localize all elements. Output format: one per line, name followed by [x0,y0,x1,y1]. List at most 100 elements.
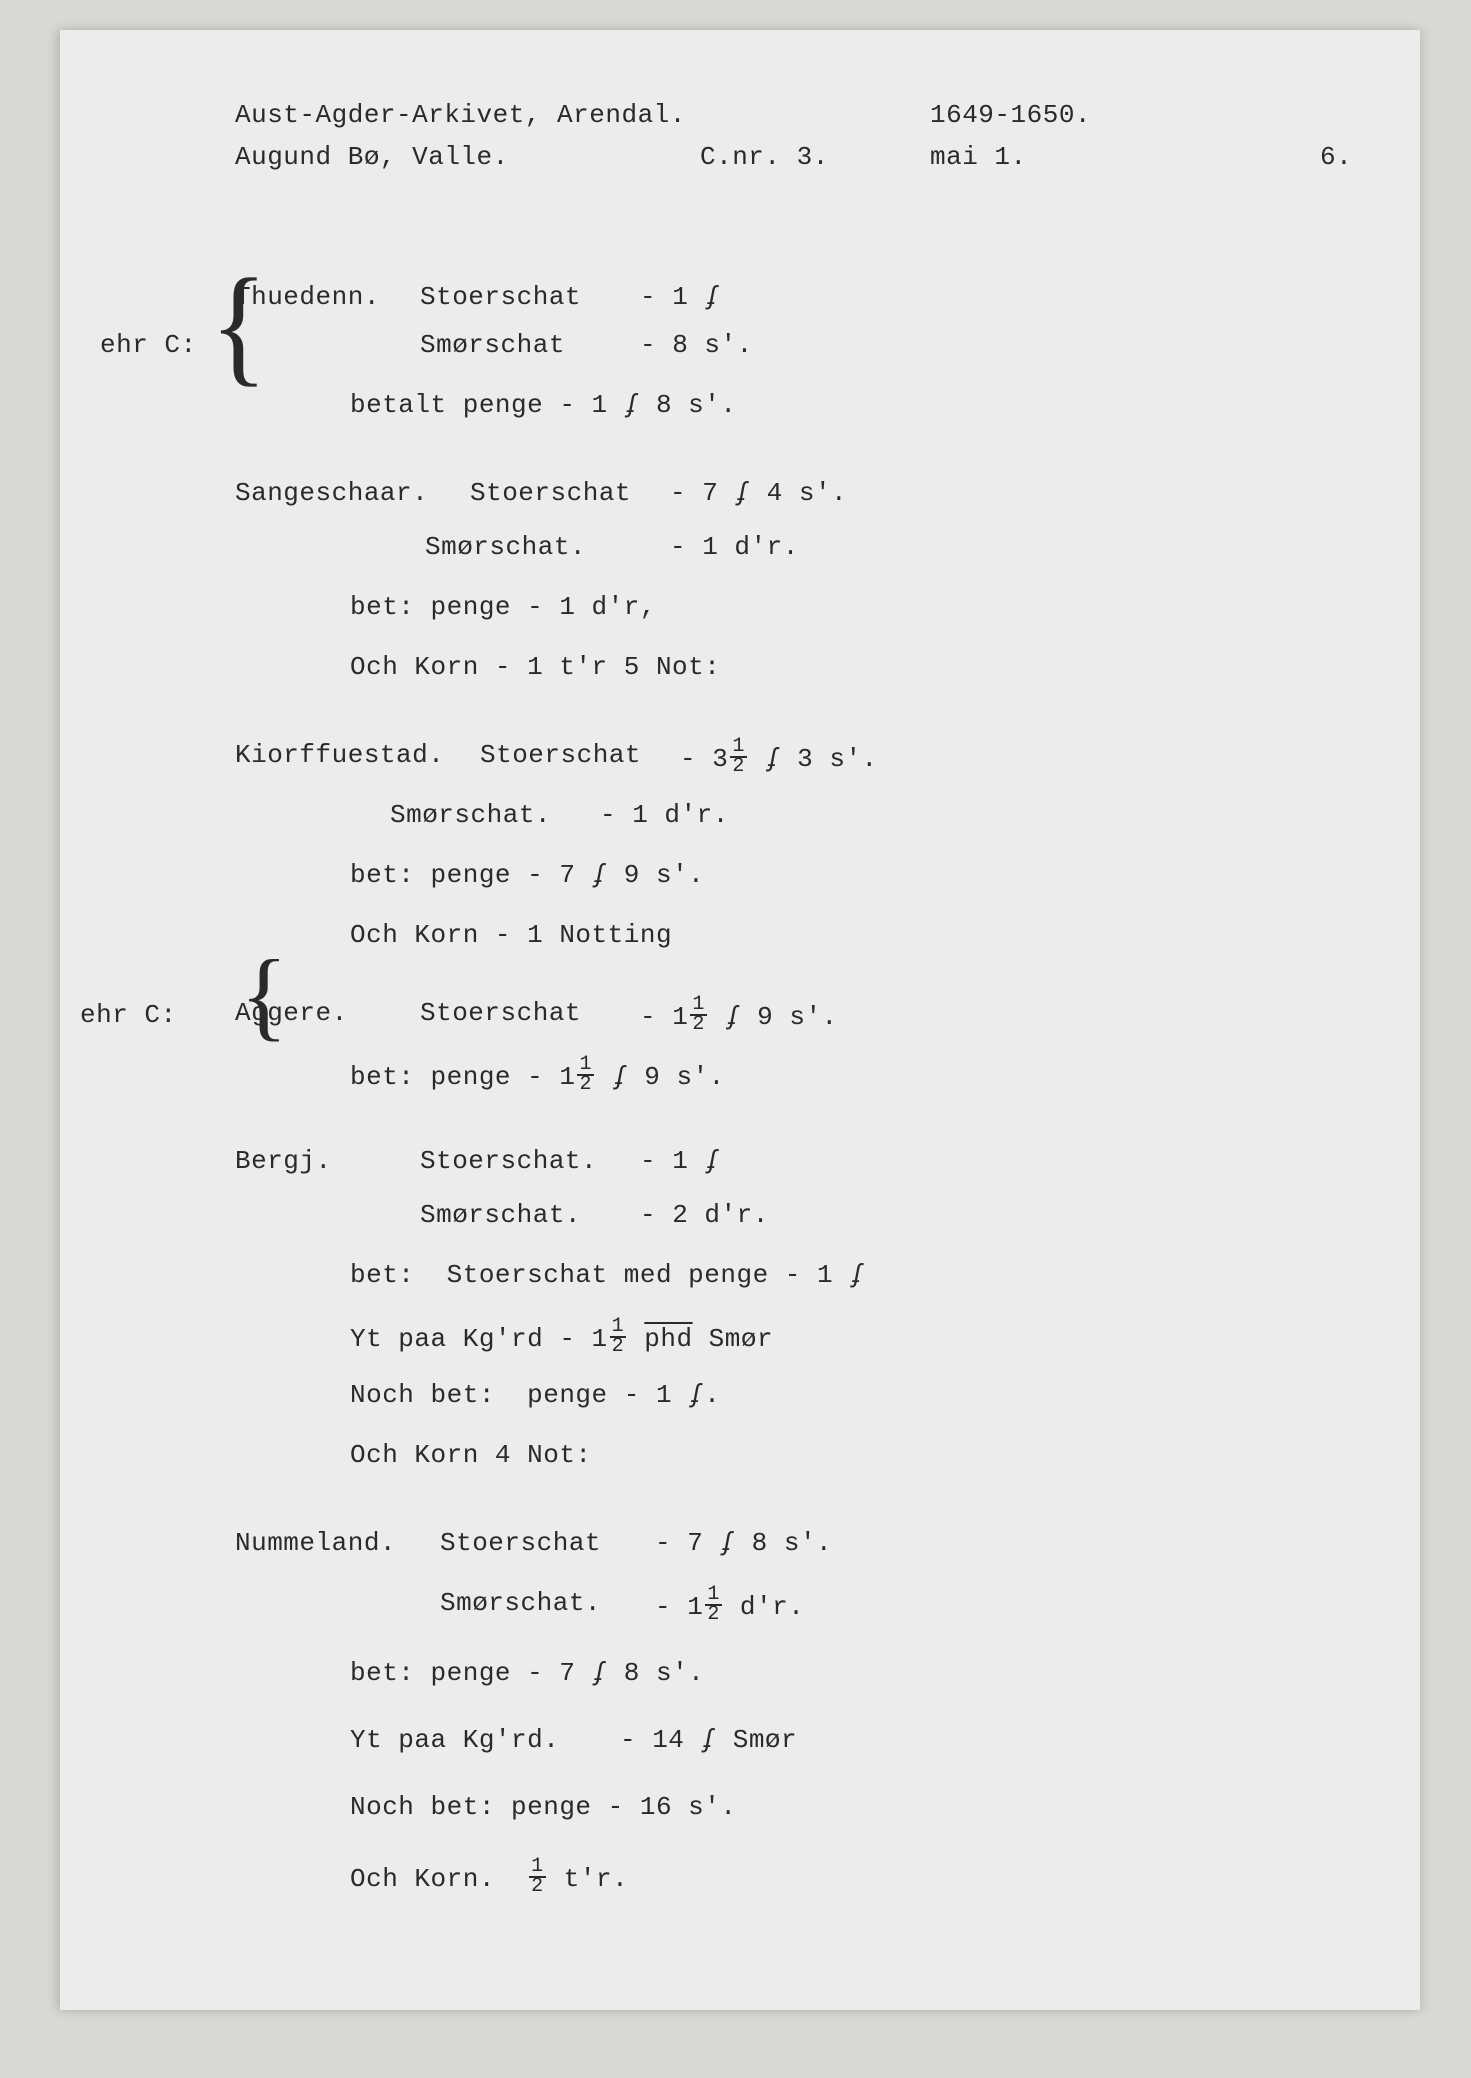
text: Och Korn. [350,1864,527,1894]
entry-line: - 7 ʄ 4 s'. [670,478,847,508]
text: - 7 [670,478,734,508]
entry-line: - 312 ʄ 3 s'. [680,740,878,778]
text: - 1 [640,1146,704,1176]
text [628,1324,644,1354]
text [709,1002,725,1032]
entry-name-aggere: Aggere. [235,998,348,1028]
header-archive: Aust-Agder-Arkivet, Arendal. [235,100,686,130]
mark-icon: ʄ [704,1146,720,1176]
mark-icon: ʄ [624,390,640,420]
text: 3 s'. [781,744,878,774]
text: Smør [717,1725,798,1755]
entry-line: Stoerschat [420,998,581,1028]
margin-ehrc-1: ehr C: [100,330,197,360]
header-author: Augund Bø, Valle. [235,142,509,172]
entry-line: bet: penge - 1 d'r, [350,592,656,622]
text: betalt penge - 1 [350,390,624,420]
fraction-half: 12 [610,1318,627,1356]
entry-line: Stoerschat [480,740,641,770]
entry-line: - 14 ʄ Smør [620,1725,797,1755]
overline-text: phd [644,1324,692,1354]
entry-line: - 1 ʄ [640,282,721,312]
entry-name-nummeland: Nummeland. [235,1528,396,1558]
denominator: 2 [730,758,747,776]
entry-line: Smørschat. [425,532,586,562]
document-page: Aust-Agder-Arkivet, Arendal. Augund Bø, … [60,30,1420,2010]
mark-icon: ʄ [765,744,781,774]
fraction-half: 12 [529,1858,546,1896]
text: - 1 [640,1002,688,1032]
denominator: 2 [610,1338,627,1356]
entry-line: - 8 s'. [640,330,753,360]
text: bet: Stoerschat med penge - 1 [350,1260,849,1290]
entry-line: Smørschat. [390,800,551,830]
text: bet: penge - 1 [350,1062,575,1092]
entry-line: betalt penge - 1 ʄ 8 s'. [350,390,736,420]
mark-icon: ʄ [849,1260,865,1290]
entry-line: bet: penge - 7 ʄ 8 s'. [350,1658,704,1688]
text: - 1 [640,282,704,312]
text: bet: penge - 7 [350,860,592,890]
text: t'r. [548,1864,629,1894]
text: - 7 [655,1528,719,1558]
entry-name-bergj: Bergj. [235,1146,332,1176]
brace-icon: { [210,259,268,391]
text: d'r. [724,1592,805,1622]
mark-icon: ʄ [688,1380,704,1410]
mark-icon: ʄ [701,1725,717,1755]
header-date: mai 1. [930,142,1027,172]
fraction-half: 12 [577,1056,594,1094]
text: 4 s'. [751,478,848,508]
text: Noch bet: penge - 1 [350,1380,688,1410]
fraction-half: 12 [730,738,747,776]
text: 8 s'. [736,1528,833,1558]
entry-line: Noch bet: penge - 1 ʄ. [350,1380,720,1410]
fraction-half: 12 [705,1586,722,1624]
entry-line: Stoerschat [440,1528,601,1558]
denominator: 2 [705,1606,722,1624]
entry-line: Stoerschat. [420,1146,597,1176]
entry-line: - 1 d'r. [670,532,799,562]
mark-icon: ʄ [592,860,608,890]
text: Smør [693,1324,774,1354]
mark-icon: ʄ [734,478,750,508]
fraction-half: 12 [690,996,707,1034]
text: 8 s'. [640,390,737,420]
text: 9 s'. [628,1062,725,1092]
entry-line: bet: Stoerschat med penge - 1 ʄ [350,1260,865,1290]
denominator: 2 [529,1878,546,1896]
text: 9 s'. [608,860,705,890]
mark-icon: ʄ [719,1528,735,1558]
entry-line: Smørschat [420,330,565,360]
text: . [704,1380,720,1410]
mark-icon: ʄ [725,1002,741,1032]
text: - 3 [680,744,728,774]
entry-line: bet: penge - 112 ʄ 9 s'. [350,1058,725,1096]
entry-line: Smørschat. [440,1588,601,1618]
text: - 14 [620,1725,701,1755]
mark-icon: ʄ [592,1658,608,1688]
entry-line: - 1 ʄ [640,1146,721,1176]
text [596,1062,612,1092]
header-years: 1649-1650. [930,100,1091,130]
mark-icon: ʄ [612,1062,628,1092]
entry-line: Och Korn - 1 Notting [350,920,672,950]
entry-line: Smørschat. [420,1200,581,1230]
text: Yt paa Kg'rd - 1 [350,1324,608,1354]
text: - 1 [655,1592,703,1622]
entry-line: Stoerschat [470,478,631,508]
entry-line: Och Korn 4 Not: [350,1440,592,1470]
text [749,744,765,774]
entry-line: Yt paa Kg'rd - 112 phd Smør [350,1320,773,1358]
entry-line: Stoerschat [420,282,581,312]
entry-line: - 1 d'r. [600,800,729,830]
entry-line: Noch bet: penge - 16 s'. [350,1792,736,1822]
margin-ehrc-2: ehr C: [80,1000,177,1030]
entry-line: - 7 ʄ 8 s'. [655,1528,832,1558]
mark-icon: ʄ [704,282,720,312]
entry-line: - 112 d'r. [655,1588,804,1626]
entry-line: Och Korn - 1 t'r 5 Not: [350,652,720,682]
header-pageno: 6. [1320,142,1352,172]
text: bet: penge - 7 [350,1658,592,1688]
entry-line: - 112 ʄ 9 s'. [640,998,838,1036]
